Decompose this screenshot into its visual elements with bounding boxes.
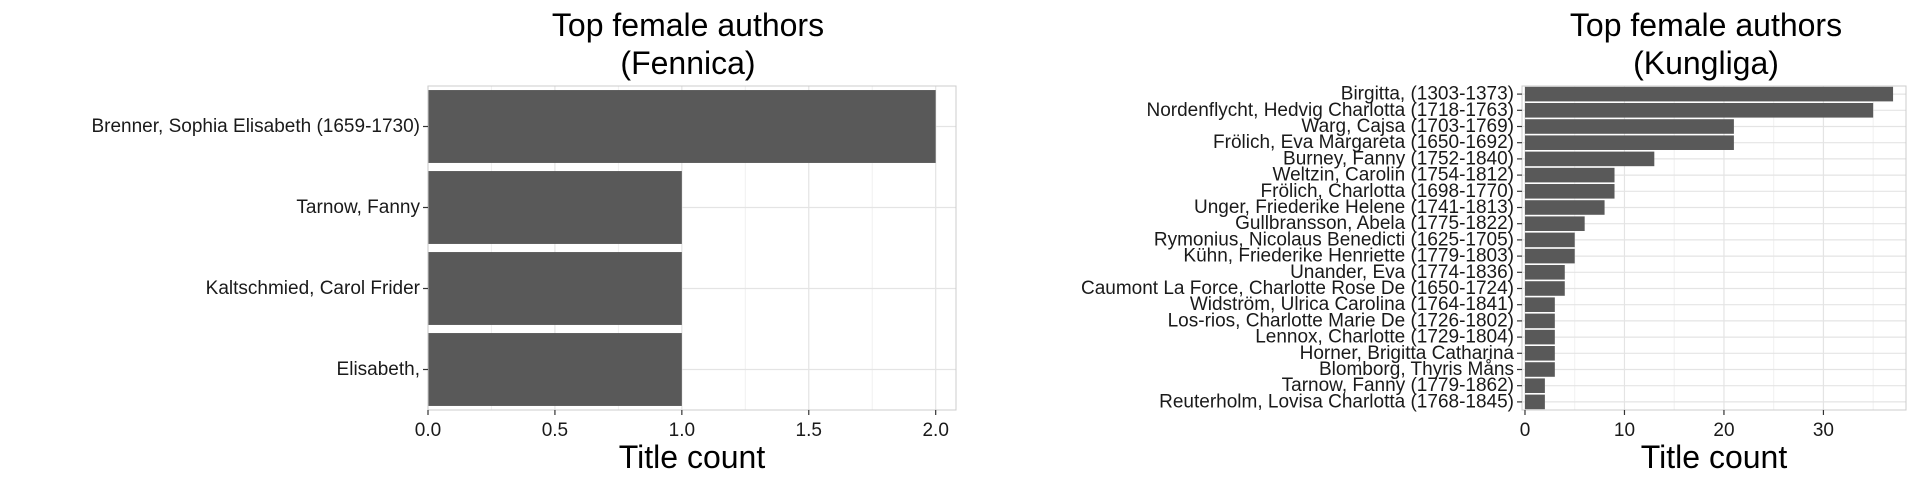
y-tick-label: Lennox, Charlotte (1729-1804)	[1255, 327, 1514, 348]
y-tick-label: Widström, Ulrica Carolina (1764-1841)	[1190, 294, 1514, 315]
y-tick-label: Tarnow, Fanny (1779-1862)	[1282, 375, 1514, 396]
x-tick-label: 2.0	[922, 420, 948, 441]
x-tick-label: 10	[1614, 420, 1635, 441]
x-axis-label: Title count	[619, 439, 766, 475]
x-tick-label: 30	[1813, 420, 1834, 441]
bar	[1524, 297, 1555, 312]
bar	[428, 90, 936, 163]
chart-title-line: Top female authors	[1570, 7, 1842, 43]
y-tick-label: Elisabeth,	[337, 359, 420, 380]
chart-title-line: (Fennica)	[620, 45, 755, 81]
plot-border	[1521, 85, 1907, 411]
bar	[1524, 135, 1734, 150]
x-axis-label: Title count	[1641, 439, 1788, 475]
bar	[1524, 103, 1874, 118]
bar	[1524, 184, 1615, 199]
bar	[1524, 119, 1734, 134]
y-tick-label: Tarnow, Fanny	[296, 197, 420, 218]
bar	[1524, 265, 1565, 280]
x-tick-label: 0.0	[415, 420, 441, 441]
bar	[428, 333, 682, 406]
chart-title-line: Top female authors	[552, 7, 824, 43]
y-tick-label: Kühn, Friederike Henriette (1779-1803)	[1183, 246, 1514, 267]
y-tick-label: Nordenflycht, Hedvig Charlotta (1718-176…	[1146, 100, 1514, 121]
y-tick-label: Unger, Friederike Helene (1741-1813)	[1194, 197, 1514, 218]
x-tick-label: 20	[1713, 420, 1734, 441]
x-tick-label: 0.5	[542, 420, 568, 441]
y-tick-label: Horner, Brigitta Catharina	[1300, 343, 1515, 364]
y-tick-label: Gullbransson, Abela (1775-1822)	[1235, 213, 1514, 234]
y-tick-label: Los-rios, Charlotte Marie De (1726-1802)	[1168, 310, 1514, 331]
y-tick-label: Rymonius, Nicolaus Benedicti (1625-1705)	[1154, 229, 1514, 250]
bar	[1524, 329, 1555, 345]
y-tick-label: Reuterholm, Lovisa Charlotta (1768-1845)	[1159, 391, 1514, 412]
plot-border	[427, 85, 957, 411]
bar	[1524, 346, 1555, 361]
bar	[1524, 86, 1894, 102]
y-tick-label: Frölich, Charlotta (1698-1770)	[1261, 181, 1514, 202]
chart-kungliga: Birgitta, (1303-1373)Nordenflycht, Hedvi…	[1081, 7, 1907, 475]
y-tick-label: Frölich, Eva Margareta (1650-1692)	[1213, 132, 1514, 153]
y-tick-label: Warg, Cajsa (1703-1769)	[1301, 116, 1514, 137]
x-tick-label: 0	[1520, 420, 1531, 441]
y-tick-label: Blomborg, Thyris Måns	[1319, 359, 1514, 380]
bar	[1524, 151, 1655, 167]
y-tick-label: Burney, Fanny (1752-1840)	[1283, 148, 1514, 169]
bar	[1524, 232, 1575, 248]
chart-title-line: (Kungliga)	[1633, 45, 1779, 81]
bar	[1524, 248, 1575, 264]
bar	[1524, 216, 1585, 231]
y-tick-label: Caumont La Force, Charlotte Rose De (165…	[1081, 278, 1514, 299]
bar	[428, 171, 682, 244]
y-tick-label: Birgitta, (1303-1373)	[1341, 84, 1514, 105]
bar	[428, 252, 682, 325]
bar	[1524, 200, 1605, 215]
chart-fennica: Brenner, Sophia Elisabeth (1659-1730) Tar…	[91, 7, 957, 475]
y-tick-label: Brenner, Sophia Elisabeth (1659-1730)	[91, 116, 420, 137]
bar	[1524, 378, 1545, 393]
bar	[1524, 281, 1565, 296]
bar	[1524, 313, 1555, 329]
x-tick-label: 1.0	[669, 420, 695, 441]
bar	[1524, 362, 1555, 377]
y-tick-label: Kaltschmied, Carol Frider	[206, 278, 421, 299]
bar	[1524, 167, 1615, 183]
y-tick-label: Weltzin, Carolin (1754-1812)	[1273, 165, 1515, 186]
plot-area	[1522, 86, 1906, 410]
y-tick-label: Unander, Eva (1774-1836)	[1290, 262, 1514, 283]
bar	[1524, 394, 1545, 410]
x-tick-label: 1.5	[796, 420, 822, 441]
